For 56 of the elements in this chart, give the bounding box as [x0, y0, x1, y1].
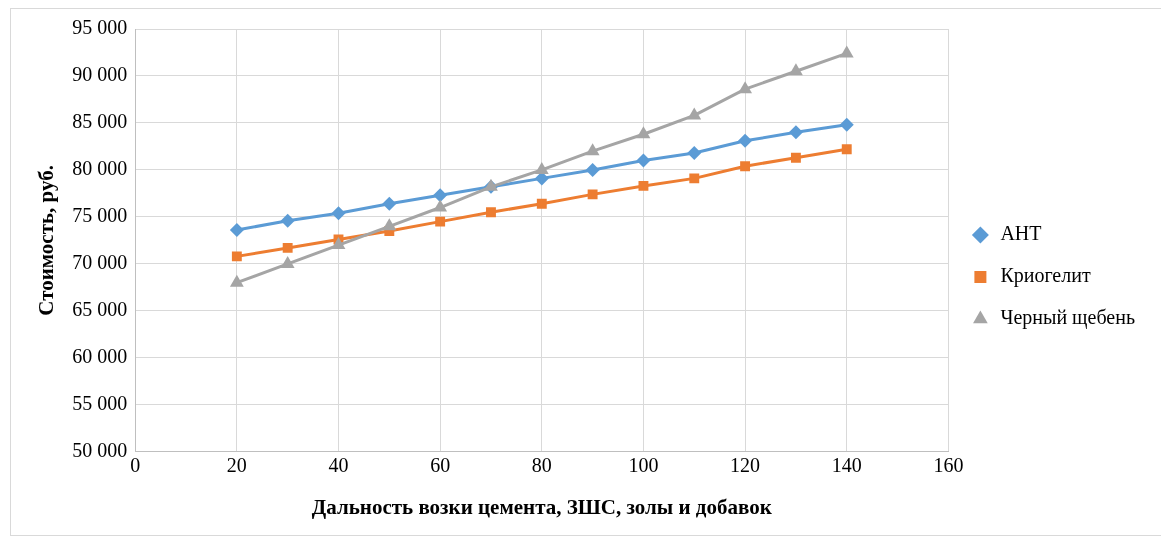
y-tick-label: 65 000 — [72, 298, 128, 321]
y-tick-label: 70 000 — [72, 251, 128, 274]
point — [636, 153, 651, 168]
point — [382, 218, 397, 231]
point — [839, 117, 854, 132]
point — [738, 133, 753, 148]
point — [486, 207, 496, 218]
point — [788, 125, 803, 140]
point — [841, 144, 852, 155]
point — [687, 146, 702, 161]
x-tick-label: 20 — [226, 454, 247, 477]
point — [229, 223, 244, 238]
y-tick-label: 95 000 — [72, 16, 128, 39]
point — [585, 162, 600, 177]
x-tick-label: 60 — [430, 454, 451, 477]
legend-label: Черный щебень — [1000, 306, 1135, 330]
legend-label: АНТ — [1000, 222, 1042, 245]
x-tick-label: 140 — [831, 454, 862, 477]
point — [280, 213, 295, 228]
y-axis-title: Стоимость, руб. — [34, 165, 59, 316]
point — [689, 173, 700, 184]
x-tick-label: 0 — [130, 454, 141, 477]
point — [687, 107, 702, 120]
x-tick-label: 100 — [628, 454, 659, 477]
point — [331, 206, 346, 221]
point — [536, 198, 547, 209]
point — [282, 242, 293, 253]
point — [231, 251, 242, 262]
point — [788, 63, 803, 76]
legend-label: Криогелит — [1000, 264, 1091, 288]
point — [433, 188, 448, 203]
x-tick-label: 160 — [933, 454, 964, 477]
y-tick-label: 80 000 — [72, 157, 128, 180]
point — [790, 152, 801, 163]
point — [585, 143, 600, 156]
point — [433, 199, 448, 212]
x-tick-label: 40 — [328, 454, 349, 477]
x-tick-label: 120 — [730, 454, 761, 477]
point — [534, 161, 549, 174]
y-tick-label: 90 000 — [72, 63, 128, 86]
point — [740, 161, 751, 172]
y-tick-label: 50 000 — [72, 439, 128, 462]
point — [331, 237, 346, 250]
y-tick-label: 60 000 — [72, 345, 128, 368]
point — [738, 81, 753, 94]
y-tick-label: 55 000 — [72, 392, 128, 415]
x-tick-label: 80 — [531, 454, 552, 477]
point — [636, 126, 651, 139]
y-tick-label: 85 000 — [72, 110, 128, 133]
point — [587, 189, 598, 200]
point — [382, 196, 397, 211]
x-axis-title: Дальность возки цемента, ЗШС, золы и добавок — [311, 494, 773, 519]
y-tick-label: 75 000 — [72, 204, 128, 227]
point — [638, 180, 649, 191]
point — [839, 45, 854, 58]
point — [435, 216, 446, 227]
